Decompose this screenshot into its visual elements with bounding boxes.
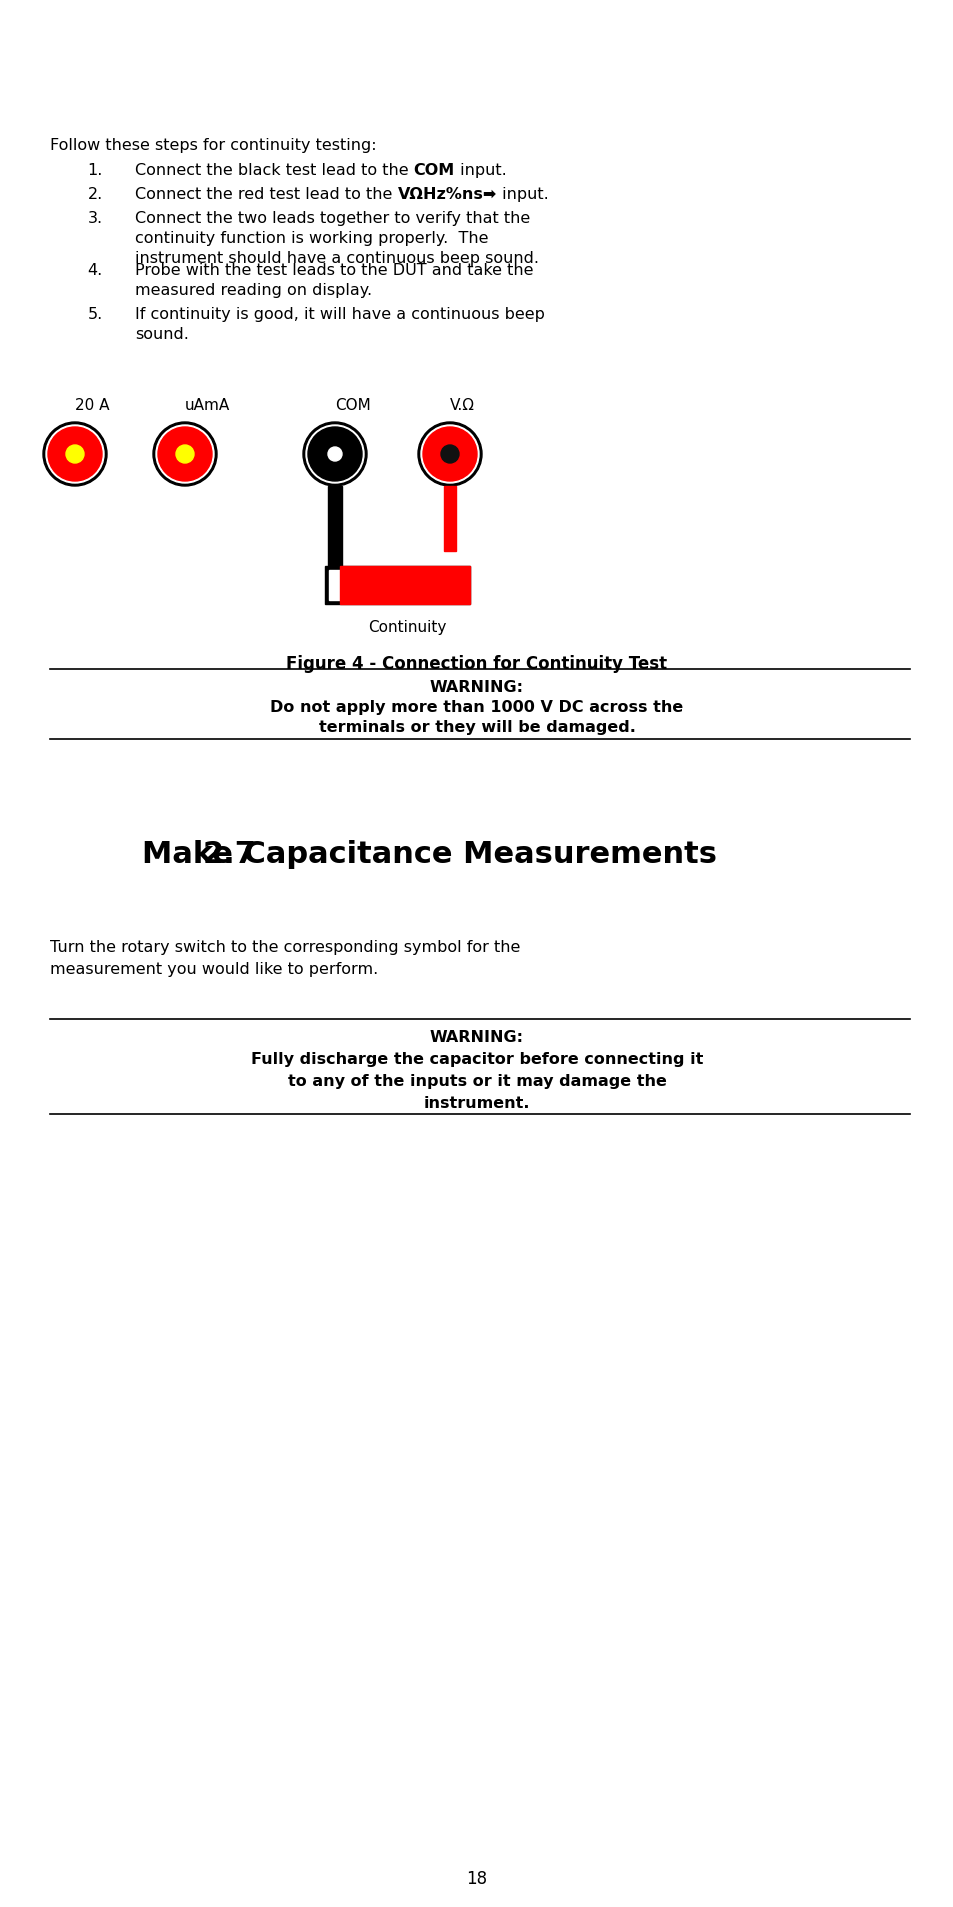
Text: instrument should have a continuous beep sound.: instrument should have a continuous beep… bbox=[135, 252, 538, 265]
Bar bbox=[328, 486, 341, 566]
Circle shape bbox=[156, 425, 213, 484]
Text: Do not apply more than 1000 V DC across the: Do not apply more than 1000 V DC across … bbox=[270, 700, 683, 715]
Text: continuity function is working properly.  The: continuity function is working properly.… bbox=[135, 231, 488, 246]
Text: Figure 4 - Connection for Continuity Test: Figure 4 - Connection for Continuity Tes… bbox=[286, 654, 667, 673]
Text: sound.: sound. bbox=[135, 326, 189, 341]
Text: COM: COM bbox=[414, 162, 455, 177]
Text: terminals or they will be damaged.: terminals or they will be damaged. bbox=[318, 719, 635, 734]
Bar bbox=[339, 566, 470, 605]
Text: Connect the red test lead to the: Connect the red test lead to the bbox=[135, 187, 397, 202]
Circle shape bbox=[175, 446, 193, 463]
Text: measurement you would like to perform.: measurement you would like to perform. bbox=[50, 961, 377, 976]
Text: to any of the inputs or it may damage the: to any of the inputs or it may damage th… bbox=[287, 1074, 666, 1089]
Text: COM: COM bbox=[335, 399, 371, 412]
Text: 2.: 2. bbox=[88, 187, 103, 202]
Circle shape bbox=[328, 448, 341, 461]
Text: Fully discharge the capacitor before connecting it: Fully discharge the capacitor before con… bbox=[251, 1051, 702, 1066]
Circle shape bbox=[48, 427, 102, 482]
Circle shape bbox=[66, 446, 84, 463]
Circle shape bbox=[158, 427, 212, 482]
Text: Probe with the test leads to the DUT and take the: Probe with the test leads to the DUT and… bbox=[135, 263, 533, 278]
Circle shape bbox=[420, 425, 478, 484]
Text: Turn the rotary switch to the corresponding symbol for the: Turn the rotary switch to the correspond… bbox=[50, 940, 519, 955]
Text: input.: input. bbox=[455, 162, 506, 177]
Text: 2.7: 2.7 bbox=[203, 839, 256, 868]
Text: measured reading on display.: measured reading on display. bbox=[135, 282, 372, 297]
Text: input.: input. bbox=[497, 187, 548, 202]
Text: 5.: 5. bbox=[88, 307, 103, 322]
Text: 18: 18 bbox=[466, 1869, 487, 1888]
Circle shape bbox=[422, 427, 476, 482]
Circle shape bbox=[303, 423, 367, 486]
Circle shape bbox=[46, 425, 104, 484]
Bar bbox=[329, 570, 398, 601]
Text: VΩHz%ns➡: VΩHz%ns➡ bbox=[397, 187, 497, 202]
Circle shape bbox=[417, 423, 481, 486]
Text: instrument.: instrument. bbox=[423, 1095, 530, 1110]
Text: Follow these steps for continuity testing:: Follow these steps for continuity testin… bbox=[50, 137, 376, 153]
Bar bbox=[325, 566, 470, 605]
Text: WARNING:: WARNING: bbox=[430, 1030, 523, 1045]
Text: 1.: 1. bbox=[88, 162, 103, 177]
Circle shape bbox=[306, 425, 364, 484]
Text: 20 A: 20 A bbox=[75, 399, 110, 412]
Text: 3.: 3. bbox=[88, 212, 103, 225]
Text: 4.: 4. bbox=[88, 263, 103, 278]
Text: Connect the black test lead to the: Connect the black test lead to the bbox=[135, 162, 414, 177]
Text: V.Ω: V.Ω bbox=[450, 399, 475, 412]
Text: Continuity: Continuity bbox=[368, 620, 446, 635]
Bar bbox=[443, 486, 456, 551]
Circle shape bbox=[152, 423, 216, 486]
Text: WARNING:: WARNING: bbox=[430, 679, 523, 694]
Text: Make Capacitance Measurements: Make Capacitance Measurements bbox=[142, 839, 717, 868]
Circle shape bbox=[308, 427, 361, 482]
Circle shape bbox=[43, 423, 107, 486]
Circle shape bbox=[440, 446, 458, 463]
Circle shape bbox=[322, 442, 348, 467]
Text: uAmA: uAmA bbox=[185, 399, 230, 412]
Text: If continuity is good, it will have a continuous beep: If continuity is good, it will have a co… bbox=[135, 307, 544, 322]
Text: Connect the two leads together to verify that the: Connect the two leads together to verify… bbox=[135, 212, 530, 225]
